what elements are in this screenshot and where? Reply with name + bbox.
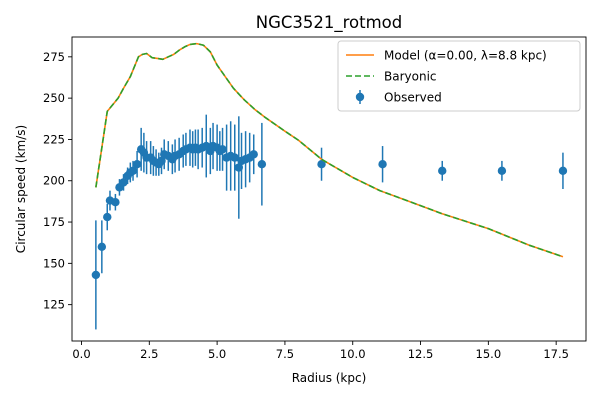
observed-point bbox=[234, 163, 244, 172]
observed-point bbox=[438, 166, 447, 176]
legend-label: Model (α=0.00, λ=8.8 kpc) bbox=[384, 49, 547, 63]
plot-frame bbox=[71, 36, 587, 342]
y-tick-label: 150 bbox=[43, 256, 65, 270]
legend-box bbox=[337, 40, 581, 112]
plot-area bbox=[91, 42, 568, 330]
observed-point bbox=[230, 153, 239, 162]
y-tick-label: 225 bbox=[43, 132, 65, 146]
x-tick-label: 0.0 bbox=[72, 347, 90, 361]
y-tick-label: 275 bbox=[43, 50, 65, 64]
observed-point bbox=[317, 160, 326, 169]
observed-series bbox=[91, 114, 568, 330]
observed-point bbox=[119, 178, 128, 187]
observed-point bbox=[111, 198, 120, 207]
y-tick-label: 175 bbox=[43, 215, 65, 229]
observed-point bbox=[157, 156, 166, 166]
observed-point bbox=[558, 166, 568, 176]
x-tick-label: 5.0 bbox=[208, 347, 226, 361]
y-tick-label: 200 bbox=[43, 174, 65, 188]
observed-point bbox=[218, 145, 227, 154]
x-tick-label: 7.5 bbox=[276, 347, 294, 361]
baryonic-line bbox=[95, 42, 564, 258]
observed-point bbox=[132, 160, 142, 169]
observed-point bbox=[497, 166, 507, 176]
legend-observed-marker bbox=[355, 92, 365, 102]
chart-title: NGC3521_rotmod bbox=[256, 13, 403, 33]
observed-point bbox=[97, 242, 107, 252]
y-tick-label: 125 bbox=[43, 298, 65, 312]
observed-point bbox=[91, 270, 101, 280]
legend-label: Baryonic bbox=[384, 70, 437, 84]
observed-point bbox=[378, 160, 387, 169]
observed-point bbox=[249, 150, 258, 159]
y-tick-label: 250 bbox=[43, 91, 65, 105]
x-tick-label: 17.5 bbox=[543, 347, 569, 361]
axes: 0.0 2.5 5.0 7.5 10.0 12.5 15.0 17.5 125 150 175 200… bbox=[43, 36, 587, 361]
x-tick-label: 12.5 bbox=[408, 347, 434, 361]
observed-point bbox=[257, 160, 267, 169]
observed-point bbox=[128, 166, 138, 176]
x-axis-label: Radius (kpc) bbox=[292, 371, 367, 385]
x-tick-label: 2.5 bbox=[140, 347, 158, 361]
legend-label: Observed bbox=[384, 91, 442, 105]
legend: Model (α=0.00, λ=8.8 kpc) Baryonic Observe… bbox=[337, 40, 581, 112]
y-axis-label: Circular speed (km/s) bbox=[14, 125, 28, 253]
x-tick-label: 10.0 bbox=[340, 347, 366, 361]
observed-point bbox=[103, 212, 112, 222]
x-tick-label: 15.0 bbox=[476, 347, 502, 361]
